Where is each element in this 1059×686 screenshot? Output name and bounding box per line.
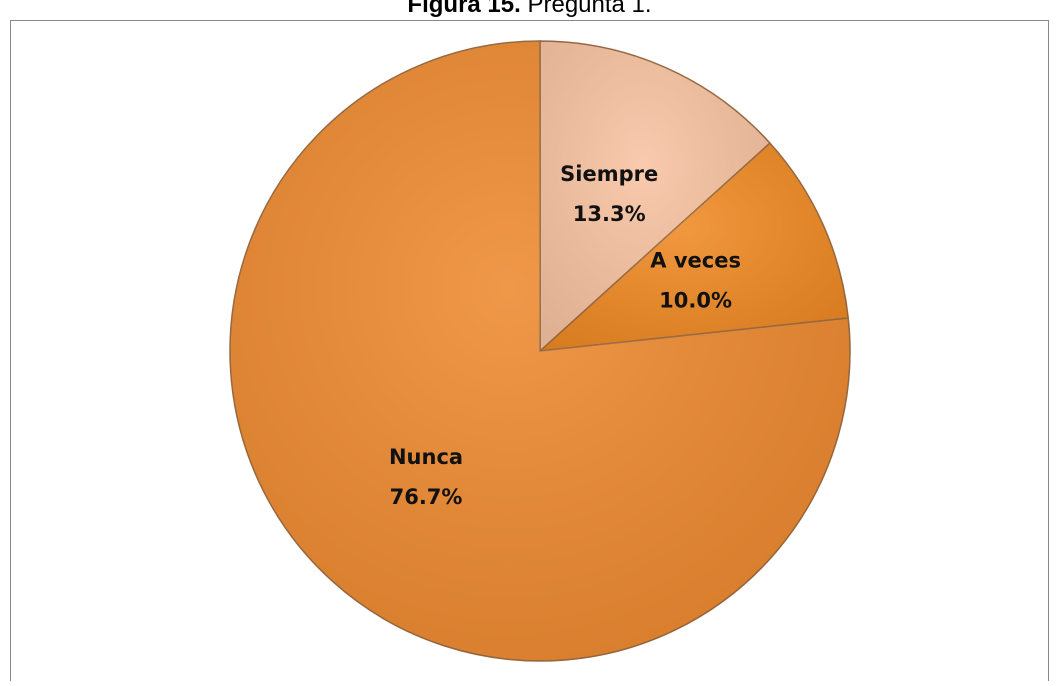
slice-value-label: 13.3% <box>573 202 646 226</box>
pie: Siempre 13.3%A veces 10.0% Nunca 76.7% <box>229 40 851 662</box>
slice-category: Siempre <box>560 162 658 186</box>
chart-title: Pregunta 1. <box>527 0 651 18</box>
figure-label: Figura 15. <box>407 0 520 18</box>
slice-value-label: 10.0% <box>659 288 732 312</box>
chart-heading: Figura 15. Pregunta 1. <box>407 0 651 18</box>
slice-category: Nunca <box>389 445 463 469</box>
slice-value-label: 76.7% <box>390 485 463 509</box>
slice-category: A veces <box>650 248 741 272</box>
